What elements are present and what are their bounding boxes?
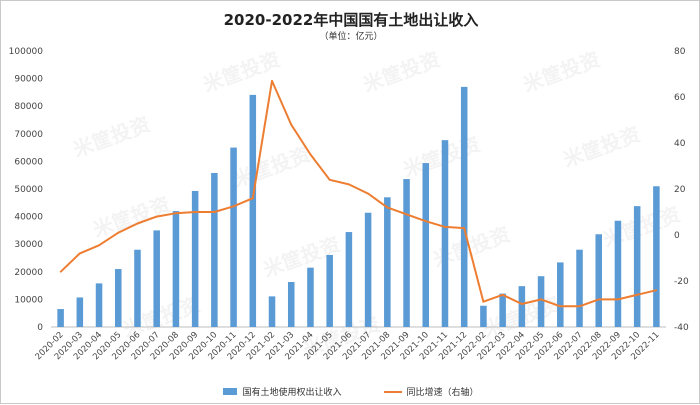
y-left-tick-label-1: 10000: [14, 295, 43, 305]
chart-subtitle: （单位：亿元）: [319, 32, 383, 42]
bar-2020-02: [57, 309, 64, 327]
growth-point-2021-04: [309, 153, 312, 156]
y-right-tick-label-1: -20: [674, 277, 689, 287]
y-right-tick-label-3: 20: [674, 185, 686, 195]
growth-point-2021-10: [424, 220, 427, 222]
bar-2020-05: [114, 269, 122, 327]
bar-2021-11: [441, 140, 449, 327]
bar-2021-06: [345, 232, 353, 327]
bar-2022-08: [595, 234, 603, 327]
growth-point-2020-12: [251, 197, 254, 199]
growth-point-2020-02: [59, 271, 62, 273]
growth-point-2020-03: [79, 252, 81, 255]
bar-2021-09: [403, 179, 410, 327]
y-left-tick-label-2: 20000: [14, 268, 43, 278]
growth-point-2021-12: [463, 227, 466, 229]
bar-2022-02: [480, 305, 487, 327]
legend-item-line: 同比增速（右轴）: [383, 385, 479, 398]
bar-2021-05: [326, 254, 333, 327]
legend-swatch-line: [383, 390, 402, 393]
y-left-tick-label-10: 100000: [9, 47, 44, 57]
growth-point-2021-06: [348, 183, 350, 186]
growth-point-2022-04: [521, 303, 523, 305]
bar-2022-05: [537, 276, 545, 327]
growth-point-2020-09: [194, 211, 196, 213]
y-left-tick-label-7: 70000: [14, 130, 43, 140]
bar-2021-12: [460, 86, 468, 327]
growth-point-2022-10: [636, 294, 638, 296]
legend: 国有土地使用权出让收入 同比增速（右轴）: [1, 385, 700, 398]
growth-point-2022-08: [597, 298, 600, 301]
bar-2022-10: [633, 206, 641, 327]
growth-point-2020-04: [98, 244, 100, 247]
legend-swatch-bar: [223, 388, 238, 395]
bar-2022-09: [614, 220, 622, 327]
y-left-tick-label-6: 60000: [14, 157, 43, 167]
bar-2020-07: [153, 230, 160, 327]
growth-point-2020-05: [117, 231, 120, 234]
bar-2020-11: [230, 147, 237, 327]
bar-2020-12: [249, 94, 257, 327]
legend-label-line: 同比增速（右轴）: [406, 388, 479, 398]
bar-2021-02: [268, 296, 276, 327]
growth-point-2022-11: [655, 289, 658, 292]
growth-point-2022-07: [578, 305, 581, 308]
chart-title: 2020-2022年中国国有土地出让收入: [223, 11, 479, 29]
y-left-tick-label-3: 30000: [14, 240, 43, 250]
growth-point-2021-07: [367, 192, 369, 195]
bar-2020-03: [76, 297, 84, 327]
y-left-tick-label-9: 90000: [14, 75, 43, 85]
growth-point-2022-06: [559, 305, 562, 308]
y-left-tick-label-0: 0: [37, 323, 43, 333]
growth-point-2022-09: [617, 298, 619, 301]
y-right-tick-label-5: 60: [674, 93, 686, 103]
y-right-tick-label-0: -40: [674, 323, 689, 333]
legend-item-bar: 国有土地使用权出让收入: [223, 385, 342, 398]
bar-2021-04: [307, 267, 314, 327]
growth-point-2020-07: [155, 215, 158, 218]
bar-2021-10: [422, 163, 430, 327]
bar-2021-03: [287, 282, 295, 327]
bar-2020-06: [134, 249, 141, 327]
growth-point-2021-03: [290, 123, 293, 126]
growth-point-2022-05: [540, 298, 542, 301]
growth-point-2021-08: [386, 206, 389, 209]
growth-point-2020-08: [175, 212, 177, 214]
bar-2020-08: [172, 211, 180, 327]
y-left-tick-label-8: 80000: [14, 102, 43, 112]
growth-point-2020-10: [213, 211, 216, 213]
y-right-tick-label-6: 80: [674, 47, 686, 57]
growth-point-2021-02: [271, 80, 273, 82]
bar-2020-09: [191, 190, 199, 327]
growth-point-2020-06: [136, 222, 139, 225]
y-left-tick-label-5: 50000: [14, 185, 43, 195]
bar-2022-03: [499, 293, 506, 327]
growth-line: [59, 79, 657, 308]
y-left-tick-label-4: 40000: [14, 213, 43, 223]
y-right-tick-label-4: 40: [674, 139, 686, 149]
bar-2022-07: [576, 249, 583, 327]
growth-point-2021-11: [444, 226, 446, 228]
bar-2022-11: [653, 186, 660, 327]
legend-label-bar: 国有土地使用权出让收入: [242, 388, 342, 398]
growth-point-2022-03: [501, 294, 504, 296]
bar-2021-07: [364, 212, 372, 327]
bar-2022-04: [518, 286, 526, 327]
growth-point-2022-02: [482, 300, 485, 303]
y-right-tick-label-2: 0: [674, 231, 680, 241]
growth-point-2021-05: [328, 179, 331, 181]
bar-2021-08: [384, 197, 391, 327]
growth-point-2021-09: [405, 213, 408, 216]
growth-point-2020-11: [232, 205, 235, 208]
bar-2020-10: [211, 172, 218, 327]
bar-2020-04: [95, 283, 103, 327]
bar-2022-06: [557, 262, 564, 327]
